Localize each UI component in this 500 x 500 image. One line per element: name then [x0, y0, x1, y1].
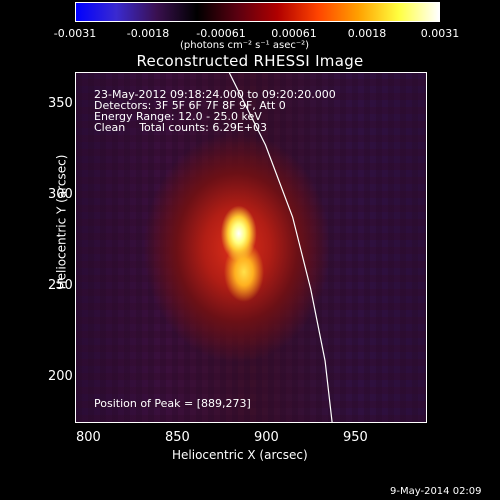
colorbar-tick: -0.0018: [126, 27, 170, 40]
colorbar-tick: -0.0031: [53, 27, 97, 40]
colorbar-units-label: (photons cm⁻² s⁻¹ asec⁻²): [180, 40, 310, 51]
detectors-text: Detectors: 3F 5F 6F 7F 8F 9F, Att 0: [94, 99, 286, 112]
y-tick-label: 350: [48, 96, 73, 111]
limb-overlay: [228, 73, 333, 422]
x-axis-label: Heliocentric X (arcsec): [172, 448, 308, 462]
x-tick-label: 950: [343, 430, 368, 445]
energy-range-text: Energy Range: 12.0 - 25.0 keV: [94, 110, 262, 123]
x-tick-label: 800: [76, 430, 101, 445]
y-tick-label: 250: [48, 278, 73, 293]
clean-counts-text: Clean Total counts: 6.29E+03: [94, 121, 268, 134]
heatmap-image: [76, 73, 426, 422]
timestamp-text: 9-May-2014 02:09: [390, 486, 482, 497]
image-plot-area: 23-May-2012 09:18:24.000 to 09:20:20.000…: [75, 72, 427, 423]
y-tick-label: 200: [48, 369, 73, 384]
y-axis-label: Heliocentric Y (arcsec): [54, 154, 69, 290]
chart-title: Reconstructed RHESSI Image: [136, 52, 364, 70]
colorbar-tick: 0.0031: [420, 27, 460, 40]
colorbar-tick: 0.0018: [347, 27, 387, 40]
x-tick-label: 850: [165, 430, 190, 445]
y-tick-label: 300: [48, 187, 73, 202]
time-range-text: 23-May-2012 09:18:24.000 to 09:20:20.000: [94, 88, 336, 101]
colorbar: [75, 2, 440, 22]
peak-position-text: Position of Peak = [889,273]: [94, 397, 251, 410]
x-tick-label: 900: [254, 430, 279, 445]
solar-limb-line: [228, 73, 333, 422]
colorbar-tick: -0.00061: [196, 27, 246, 40]
colorbar-tick: 0.00061: [271, 27, 317, 40]
